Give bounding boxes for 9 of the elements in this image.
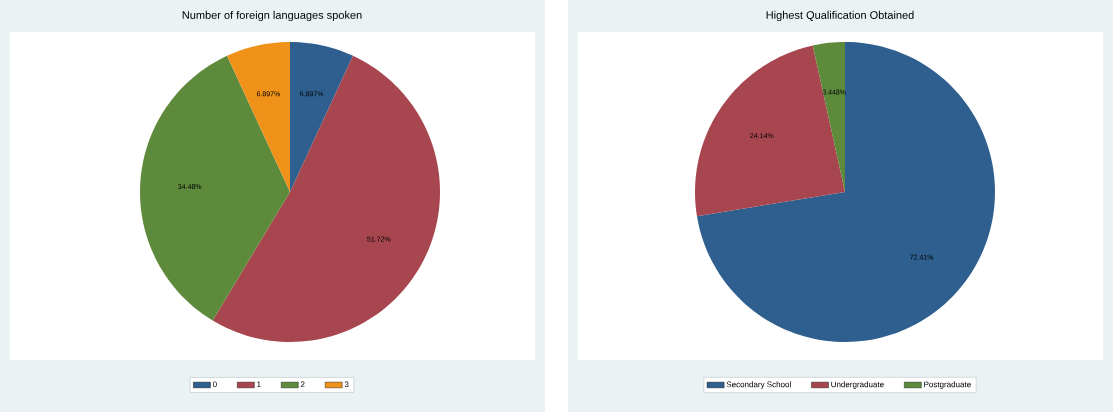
legend-label: Undergraduate [831,381,884,389]
legend-label: 3 [344,381,349,388]
legend-label: 0 [212,381,217,388]
legend-label: 1 [257,381,261,387]
legend-label: Secondary School [726,381,791,389]
legend-label: Postgraduate [924,381,971,389]
legend-label: 2 [300,381,305,388]
chart-title: Number of foreign languages spoken [182,10,362,22]
chart-title: Highest Qualification Obtained [766,10,914,22]
